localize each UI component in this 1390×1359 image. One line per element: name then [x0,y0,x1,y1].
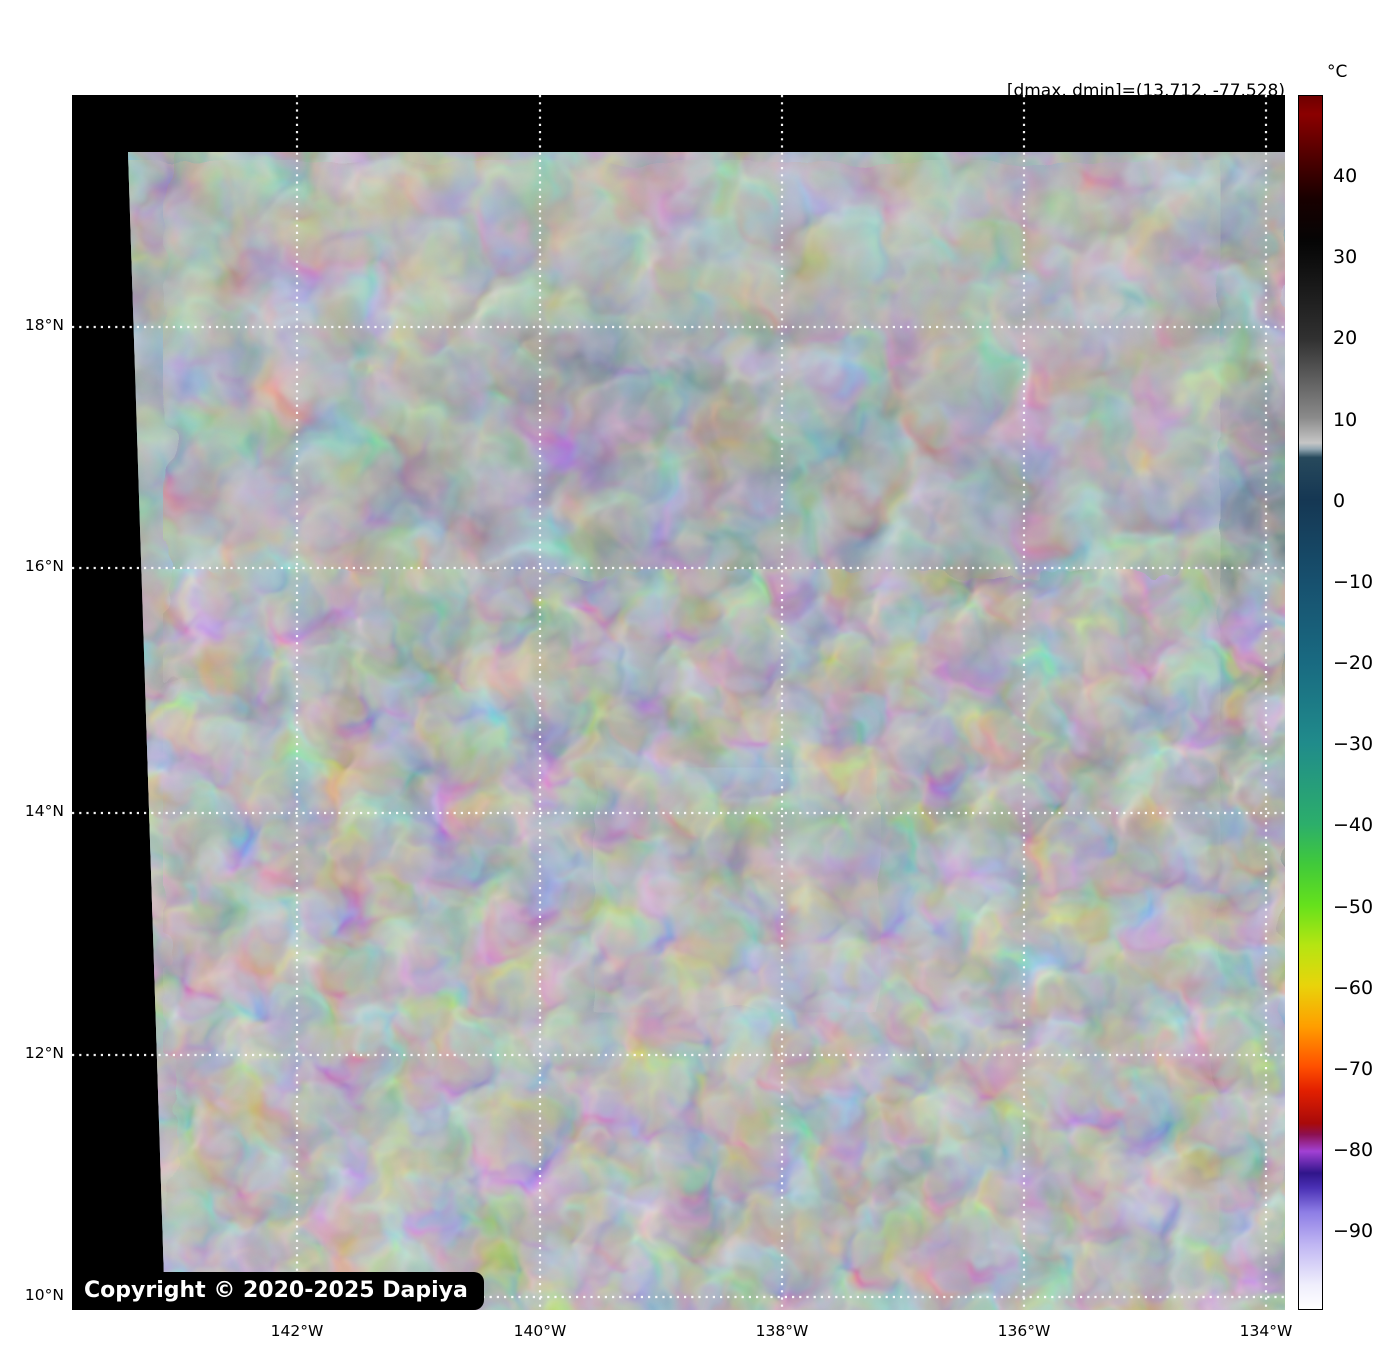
temperature-colorbar [1298,95,1323,1310]
secondary-convection [657,822,817,958]
eye-warm-spot [652,691,674,713]
lon-label-142w: 142°W [270,1322,324,1340]
colorbar-unit-label: °C [1327,62,1348,82]
copyright-badge: Copyright © 2020-2025 Dapiya [72,1272,484,1310]
cb-tick-m70: −70 [1333,1058,1374,1080]
lon-label-134w: 134°W [1239,1322,1293,1340]
cb-tick-m80: −80 [1333,1139,1374,1161]
cb-tick-m60: −60 [1333,977,1374,999]
lat-label-14n: 14°N [24,802,64,820]
lon-label-136w: 136°W [997,1322,1051,1340]
scan-region [128,152,1285,1310]
cb-tick-10: 10 [1333,409,1358,431]
lat-label-16n: 16°N [24,557,64,575]
cb-tick-40: 40 [1333,165,1358,187]
cb-tick-m20: −20 [1333,652,1374,674]
lat-label-10n: 10°N [24,1286,64,1304]
lon-label-138w: 138°W [755,1322,809,1340]
cold-ring-speckles [581,609,750,671]
cb-tick-20: 20 [1333,327,1358,349]
cb-tick-0: 0 [1333,490,1346,512]
eyewall-yellow-ring [608,646,718,756]
spiral-arms [450,454,987,1121]
lon-label-140w: 140°W [513,1322,567,1340]
cb-tick-m50: −50 [1333,896,1374,918]
satellite-map-image [72,95,1285,1310]
cb-tick-m90: −90 [1333,1220,1374,1242]
green-cell-layer [434,855,995,1310]
lat-label-18n: 18°N [24,316,64,334]
satellite-render [72,95,1285,1310]
lat-label-12n: 12°N [24,1044,64,1062]
cb-tick-m10: −10 [1333,571,1374,593]
cb-tick-m30: −30 [1333,733,1374,755]
graticule [72,95,1285,1310]
cb-tick-30: 30 [1333,246,1358,268]
cb-tick-m40: −40 [1333,814,1374,836]
eyewall-green-ring [627,665,699,737]
